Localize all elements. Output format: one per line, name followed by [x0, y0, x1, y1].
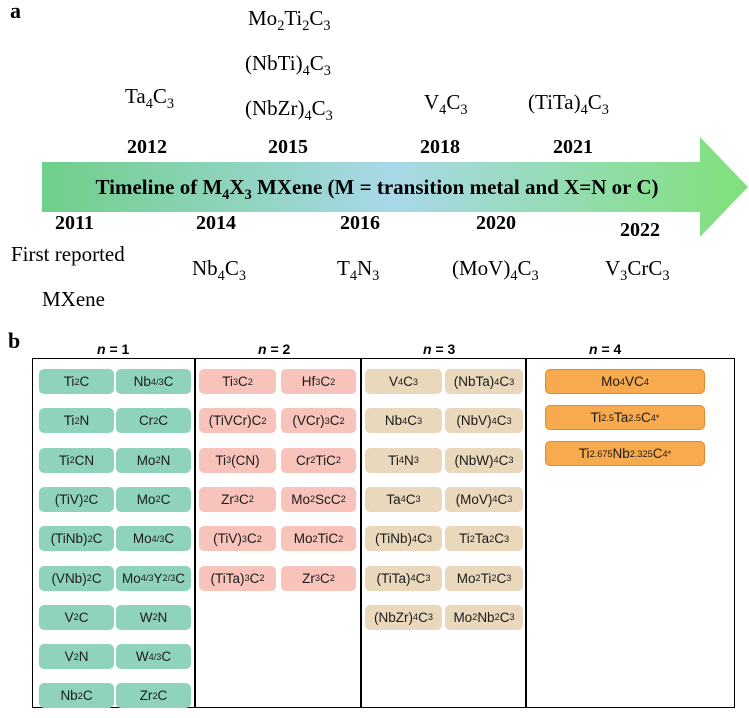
timeline-2022-formula: V3CrC3	[605, 256, 670, 285]
column-header-n1: n = 1	[97, 341, 130, 357]
timeline-2011-note-2: MXene	[42, 287, 105, 311]
mxene-compound: W 4/3 C	[116, 644, 191, 670]
mxene-compound: (TiNb) 4 C 3	[365, 526, 442, 552]
timeline-2015-formula-3: (NbZr)4C3	[245, 96, 333, 125]
mxene-compound: (VNb) 2 C	[39, 565, 114, 591]
mxene-compound: (NbV) 4 C 3	[445, 408, 523, 434]
timeline-arrow-shape	[42, 137, 748, 237]
mxene-table: Ti 2 C Nb 4/3 C Ti 2 N Cr 2 C Ti 2 CN Mo 2 N (TiV) 2 C Mo 2 C (T…	[32, 358, 735, 709]
timeline-2011-note-1: First reported	[11, 242, 125, 266]
mxene-compound: Cr 2 C	[116, 408, 191, 434]
mxene-compound: (MoV) 4 C 3	[445, 486, 523, 512]
mxene-compound: Zr 3 C 2	[281, 565, 356, 591]
timeline-2018-formula: V4C3	[424, 90, 468, 119]
mxene-compound: Mo 2 ScC 2	[281, 486, 356, 512]
mxene-compound: Mo 2 TiC 2	[281, 526, 356, 552]
timeline-year-2018: 2018	[420, 136, 460, 158]
mxene-compound: Ti 3 C 2	[199, 369, 276, 394]
column-divider	[360, 359, 362, 707]
mxene-compound: (TiVCr)C 2	[199, 408, 276, 434]
mxene-compound: Ti 2.5 Ta 2.5 C 4 *	[545, 405, 705, 430]
mxene-compound: Nb 4/3 C	[116, 369, 191, 394]
mxene-compound: (TiTa) 4 C 3	[365, 565, 442, 591]
mxene-compound: Cr 2 TiC 2	[281, 447, 356, 473]
timeline-2015-formula-2: (NbTi)4C3	[245, 51, 331, 80]
timeline-2020-formula: (MoV)4C3	[452, 256, 539, 285]
mxene-compound: (NbZr) 4 C 3	[365, 604, 442, 630]
mxene-compound: (TiNb) 2 C	[39, 526, 114, 552]
mxene-compound: Zr 2 C	[116, 683, 191, 709]
mxene-compound: Ti 4 N 3	[365, 447, 442, 473]
panel-a-label: a	[10, 0, 21, 23]
mxene-compound: (VCr) 3 C 2	[281, 408, 356, 434]
column-header-n3: n = 3	[423, 341, 456, 357]
timeline-2014-formula: Nb4C3	[192, 256, 246, 285]
mxene-compound: Zr 3 C 2	[199, 486, 276, 512]
mxene-compound: Ti 2 C	[39, 369, 114, 394]
timeline-2021-formula: (TiTa)4C3	[528, 90, 609, 119]
timeline-year-2016: 2016	[340, 212, 380, 234]
timeline-2015-formula-1: Mo2Ti2C3	[248, 6, 331, 35]
mxene-compound: (TiV) 2 C	[39, 486, 114, 512]
column-header-n4: n = 4	[589, 341, 622, 357]
mxene-compound: Mo 4 VC 4	[545, 369, 705, 394]
mxene-compound: Mo 4/3 C	[116, 526, 191, 552]
timeline-year-2022: 2022	[620, 219, 660, 241]
mxene-compound: Ta 4 C 3	[365, 486, 442, 512]
mxene-compound: Ti 2 N	[39, 408, 114, 434]
timeline-year-2021: 2021	[553, 136, 593, 158]
mxene-compound: Ti 2 Ta 2 C 3	[445, 526, 523, 552]
timeline-year-2020: 2020	[476, 212, 516, 234]
timeline-year-2011: 2011	[55, 212, 94, 234]
mxene-compound: Ti 2 CN	[39, 447, 114, 473]
panel-b-label: b	[8, 328, 21, 353]
timeline-2016-formula: T4N3	[337, 256, 380, 285]
mxene-compound: Ti 3 (CN)	[199, 447, 276, 473]
mxene-compound: Nb 2 C	[39, 683, 114, 709]
timeline-2012-formula: Ta4C3	[125, 84, 174, 113]
mxene-compound: (TiV) 3 C 2	[199, 526, 276, 552]
timeline-year-2012: 2012	[127, 136, 167, 158]
column-divider	[194, 359, 196, 707]
mxene-compound: (TiTa) 3 C 2	[199, 565, 276, 591]
mxene-compound: (NbW) 4 C 3	[445, 447, 523, 473]
mxene-compound: Mo 2 C	[116, 486, 191, 512]
mxene-compound: Ti 2.675 Nb 2.325 C 4 *	[545, 441, 705, 466]
mxene-compound: Mo 2 Ti 2 C 3	[445, 565, 523, 591]
timeline-year-2014: 2014	[196, 212, 236, 234]
column-divider	[525, 359, 527, 707]
timeline-title: Timeline of M4X3 MXene (M = transition m…	[95, 175, 659, 204]
mxene-compound: Mo 2 N	[116, 447, 191, 473]
timeline-arrow	[42, 137, 748, 237]
timeline-year-2015: 2015	[268, 136, 308, 158]
mxene-compound: (NbTa) 4 C 3	[445, 369, 523, 394]
mxene-compound: Mo 4/3 Y 2/3 C	[116, 565, 191, 591]
column-header-n2: n = 2	[258, 341, 291, 357]
mxene-compound: Nb 4 C 3	[365, 408, 442, 434]
mxene-compound: Hf 3 C 2	[281, 369, 356, 394]
mxene-compound: Mo 2 Nb 2 C 3	[445, 604, 523, 630]
